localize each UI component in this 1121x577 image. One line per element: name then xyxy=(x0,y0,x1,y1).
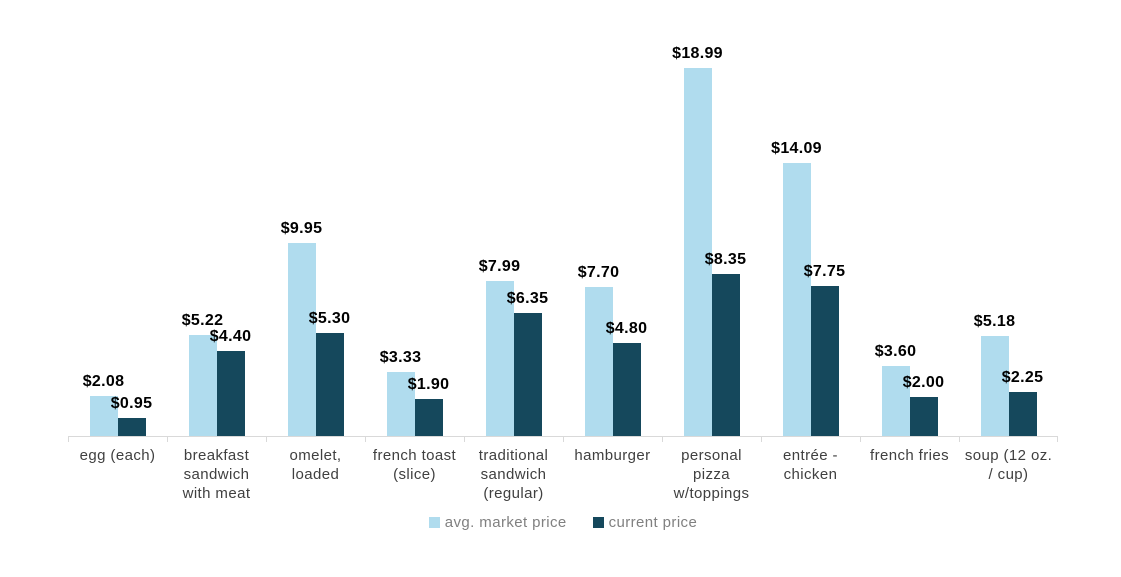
data-label: $14.09 xyxy=(771,140,822,157)
bar-current-price: $2.25 xyxy=(1002,369,1043,436)
data-label: $9.95 xyxy=(280,220,323,238)
data-label: $3.60 xyxy=(874,343,917,361)
axis-tick xyxy=(662,437,663,442)
legend: avg. market price current price xyxy=(68,514,1058,531)
data-label: $2.00 xyxy=(902,374,945,392)
data-label: $5.22 xyxy=(181,311,224,329)
bar-group: $14.09 $7.75 xyxy=(761,0,860,436)
bar-current-price: $8.35 xyxy=(705,251,746,436)
x-axis-ticks xyxy=(68,437,1058,442)
data-label: $7.70 xyxy=(577,263,620,281)
bar-avg-market-price: $2.08 xyxy=(83,373,124,436)
bar-current-price: $6.35 xyxy=(507,290,548,436)
data-label: $7.99 xyxy=(478,258,521,276)
x-axis-label: french toast (slice) xyxy=(372,447,457,483)
bar-group: $9.95 $5.30 xyxy=(266,0,365,436)
bar-group: $3.60 $2.00 xyxy=(860,0,959,436)
axis-tick xyxy=(860,437,861,442)
data-label: $4.40 xyxy=(209,327,252,345)
bar-group: $18.99 $8.35 xyxy=(662,0,761,436)
x-axis-label: breakfast sandwich with meat xyxy=(182,447,251,502)
bar-group: $7.99 $6.35 xyxy=(464,0,563,436)
x-axis-labels: egg (each) breakfast sandwich with meat om… xyxy=(68,446,1058,503)
bar-group: $2.08 $0.95 xyxy=(68,0,167,436)
legend-label: current price xyxy=(608,514,698,531)
bar-avg-market-price: $5.22 xyxy=(182,312,223,436)
bar-group: $5.22 $4.40 xyxy=(167,0,266,436)
bar-current-price: $7.75 xyxy=(804,263,845,436)
data-label: $1.90 xyxy=(407,376,450,394)
axis-tick xyxy=(563,437,564,442)
axis-tick xyxy=(1057,437,1058,442)
bar-avg-market-price: $5.18 xyxy=(974,313,1015,436)
bar-group: $7.70 $4.80 xyxy=(563,0,662,436)
legend-swatch-icon xyxy=(592,517,604,528)
bar-avg-market-price: $14.09 xyxy=(771,140,822,436)
x-axis-label: hamburger xyxy=(574,447,651,464)
plot-area: $2.08 $0.95 $5.22 $4.40 $9.95 $5.30 $3.33 $1.90… xyxy=(68,0,1058,437)
data-label: $5.30 xyxy=(308,310,351,328)
bar-current-price: $0.95 xyxy=(111,395,152,436)
axis-tick xyxy=(464,437,465,442)
data-label: $2.25 xyxy=(1001,369,1044,387)
bar-current-price: $5.30 xyxy=(309,310,350,436)
bar-avg-market-price: $3.33 xyxy=(380,349,421,436)
axis-tick xyxy=(365,437,366,442)
x-axis-label: personal pizza w/toppings xyxy=(673,447,750,502)
data-label: $7.75 xyxy=(803,262,846,280)
x-axis-label: omelet, loaded xyxy=(289,447,342,483)
axis-tick xyxy=(68,437,69,442)
data-label: $6.35 xyxy=(506,290,549,307)
bar-avg-market-price: $18.99 xyxy=(672,45,723,436)
data-label: $5.18 xyxy=(973,312,1016,330)
x-axis-label: entrée - chicken xyxy=(783,447,838,483)
legend-item: current price xyxy=(592,514,698,531)
bar-current-price: $1.90 xyxy=(408,376,449,436)
bar-group: $5.18 $2.25 xyxy=(959,0,1058,436)
data-label: $2.08 xyxy=(82,372,125,390)
x-axis-label: french fries xyxy=(870,447,949,464)
x-axis-label: soup (12 oz. / cup) xyxy=(964,447,1053,483)
legend-item: avg. market price xyxy=(428,514,567,531)
bar-current-price: $2.00 xyxy=(903,374,944,436)
data-label: $4.80 xyxy=(605,320,648,337)
axis-tick xyxy=(761,437,762,442)
bar-group: $3.33 $1.90 xyxy=(365,0,464,436)
bar-current-price: $4.40 xyxy=(210,328,251,436)
axis-tick xyxy=(167,437,168,442)
bar-current-price: $4.80 xyxy=(606,320,647,436)
data-label: $8.35 xyxy=(704,251,747,269)
axis-tick xyxy=(266,437,267,442)
bar-avg-market-price: $3.60 xyxy=(875,343,916,436)
bar-avg-market-price: $9.95 xyxy=(281,220,322,436)
legend-swatch-icon xyxy=(428,517,440,528)
data-label: $3.33 xyxy=(379,348,422,366)
x-axis-label: egg (each) xyxy=(79,447,156,464)
data-label: $0.95 xyxy=(110,394,153,412)
bar-avg-market-price: $7.70 xyxy=(578,264,619,436)
bar-avg-market-price: $7.99 xyxy=(479,258,520,436)
axis-tick xyxy=(959,437,960,442)
data-label: $18.99 xyxy=(672,45,723,62)
x-axis-label: traditional sandwich (regular) xyxy=(478,447,549,502)
legend-label: avg. market price xyxy=(444,514,567,531)
